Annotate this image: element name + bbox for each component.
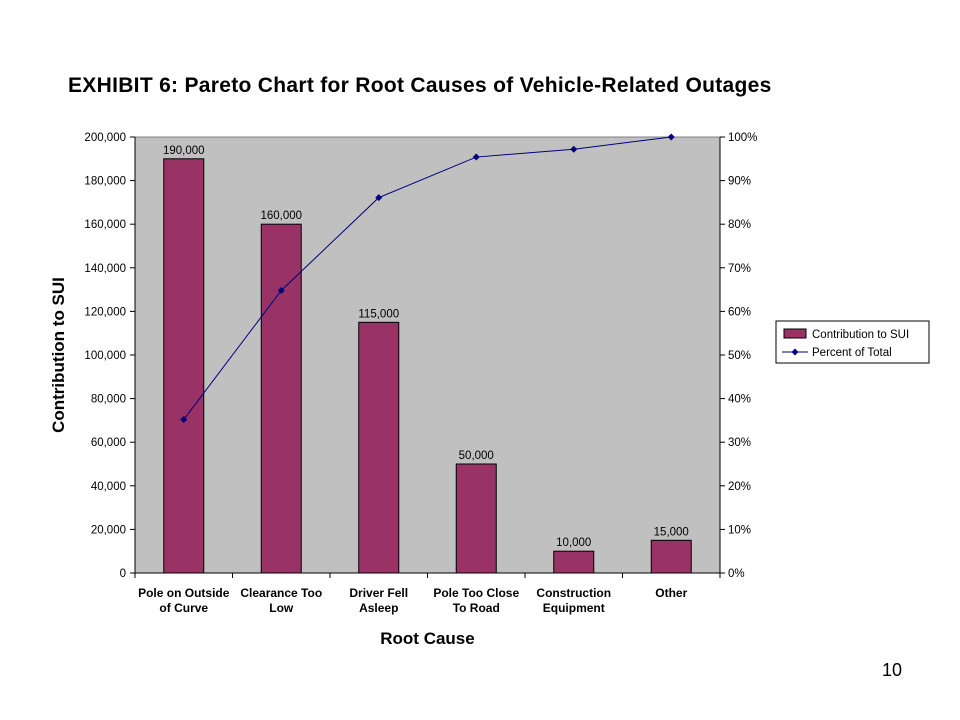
legend-bar-swatch — [783, 328, 807, 339]
data-label-0: 190,000 — [163, 145, 205, 157]
y-tick-label-0: 0 — [120, 568, 126, 580]
percent-line — [183, 136, 672, 420]
y-tick-label-7: 140,000 — [84, 263, 126, 275]
percent-point-4 — [570, 145, 578, 153]
y2-tick-label-5: 50% — [728, 350, 751, 362]
y2-tick-label-3: 30% — [728, 437, 751, 449]
legend-marker — [791, 348, 799, 356]
legend-entry-0: Contribution to SUI — [812, 329, 909, 341]
legend-box — [775, 320, 930, 364]
data-label-2: 115,000 — [358, 308, 399, 320]
x-axis-title: Root Cause — [380, 629, 474, 648]
y2-tick-label-9: 90% — [728, 176, 751, 188]
bar-3 — [455, 463, 497, 574]
x-tick-label-1: Clearance Too Low — [240, 586, 322, 615]
data-label-5: 15,000 — [654, 526, 689, 538]
y-tick-label-1: 20,000 — [91, 524, 126, 536]
bar-2 — [358, 321, 400, 574]
bar-5 — [650, 539, 692, 574]
y2-tick-label-2: 20% — [728, 481, 751, 493]
percent-point-2 — [375, 194, 383, 202]
x-tick-label-0: Pole on Outside of Curve — [138, 586, 230, 615]
y2-tick-label-1: 10% — [728, 524, 751, 536]
legend-entry-1: Percent of Total — [812, 347, 892, 359]
percent-point-0 — [180, 416, 188, 424]
x-tick-label-4: Construction Equipment — [536, 586, 611, 615]
bar-0 — [163, 158, 205, 574]
percent-point-1 — [277, 286, 285, 294]
y-tick-label-8: 160,000 — [84, 219, 126, 231]
plot-area — [134, 136, 721, 574]
y2-tick-label-7: 70% — [728, 263, 751, 275]
chart-title: EXHIBIT 6: Pareto Chart for Root Causes … — [68, 74, 772, 97]
y-tick-label-4: 80,000 — [91, 394, 126, 406]
y-tick-label-10: 200,000 — [84, 132, 126, 144]
y-axis-title: Contribution to SUI — [49, 277, 68, 433]
y-tick-label-2: 40,000 — [91, 481, 126, 493]
legend: Contribution to SUI Percent of Total — [775, 320, 930, 364]
x-tick-label-2: Driver Fell Asleep — [349, 586, 408, 615]
x-tick-label-3: Pole Too Close To Road — [433, 586, 519, 615]
y2-tick-label-8: 80% — [728, 219, 751, 231]
y-tick-label-9: 180,000 — [84, 176, 126, 188]
bar-4 — [553, 550, 595, 574]
y-tick-label-5: 100,000 — [84, 350, 126, 362]
x-tick-label-5: Other — [655, 586, 687, 600]
y2-tick-label-10: 100% — [728, 132, 757, 144]
y2-tick-label-0: 0% — [728, 568, 745, 580]
data-label-4: 10,000 — [556, 537, 591, 549]
y2-tick-label-6: 60% — [728, 306, 751, 318]
page-number: 10 — [882, 660, 903, 680]
y-tick-label-6: 120,000 — [84, 306, 126, 318]
data-label-1: 160,000 — [260, 210, 302, 222]
percent-point-3 — [472, 153, 480, 161]
bar-1 — [260, 223, 302, 574]
y2-tick-label-4: 40% — [728, 394, 751, 406]
data-label-3: 50,000 — [459, 450, 494, 462]
percent-point-5 — [667, 133, 675, 141]
y-tick-label-3: 60,000 — [91, 437, 126, 449]
